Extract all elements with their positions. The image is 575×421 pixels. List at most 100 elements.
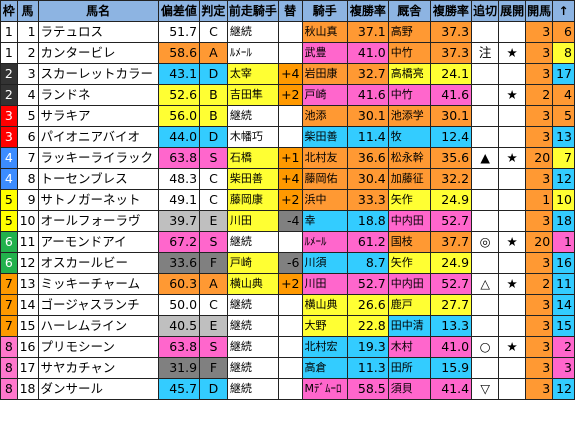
rank-cell: 10 — [552, 189, 575, 211]
horse-name-cell: アーモンドアイ — [37, 231, 159, 253]
horse-number-cell: 15 — [16, 315, 39, 337]
pace-cell — [498, 252, 527, 274]
stable-cell: 松永幹 — [387, 147, 431, 169]
horse-number-cell: 11 — [16, 231, 39, 253]
horse-number-cell: 4 — [16, 84, 39, 106]
workout-cell — [471, 126, 500, 148]
waku-cell: 2 — [0, 84, 18, 106]
waku-cell: 6 — [0, 231, 18, 253]
jockey-cell: 横山典 — [301, 294, 349, 316]
stable-rate-cell: 35.6 — [429, 147, 473, 169]
jockey-rate-cell: 8.7 — [347, 252, 389, 274]
table-row: 3 6 パイオニアバイオ 44.0 D 木幡巧 柴田善 11.4 牧 12.4 3 13 — [0, 126, 575, 148]
jockey-rate-cell: 18.8 — [347, 210, 389, 232]
stable-rate-cell: 37.3 — [429, 21, 473, 43]
pace-cell — [498, 168, 527, 190]
jockey-cell: 大野 — [301, 315, 349, 337]
stable-cell: 田中清 — [387, 315, 431, 337]
stable-rate-cell: 52.7 — [429, 210, 473, 232]
horse-name-cell: サヤカチャン — [37, 357, 159, 379]
workout-cell — [471, 315, 500, 337]
horse-name-cell: オールフォーラヴ — [37, 210, 159, 232]
race-table: 枠馬馬名 偏差値 判定 前走騎手替騎手 複勝率 厩舎 複勝率 追切 展開 開馬 ↑ 1 1 ラテュロス 5… — [0, 0, 575, 400]
grade-cell: D — [199, 126, 228, 148]
rank-cell: 7 — [552, 147, 575, 169]
horse-number-cell: 2 — [16, 42, 39, 64]
odds-rank-cell: 3 — [525, 336, 554, 358]
deviation-cell: 31.9 — [157, 357, 201, 379]
odds-rank-cell: 3 — [525, 357, 554, 379]
waku-cell: 8 — [0, 378, 18, 400]
jockey-change-cell — [277, 378, 303, 400]
horse-name-cell: ゴージャスランチ — [37, 294, 159, 316]
pace-cell — [498, 189, 527, 211]
deviation-cell: 56.0 — [157, 105, 201, 127]
rank-cell: 8 — [552, 42, 575, 64]
rank-cell: 13 — [552, 126, 575, 148]
deviation-cell: 44.0 — [157, 126, 201, 148]
grade-cell: C — [199, 294, 228, 316]
stable-rate-cell: 37.7 — [429, 231, 473, 253]
stable-cell: 中内田 — [387, 210, 431, 232]
jockey-rate-cell: 37.1 — [347, 21, 389, 43]
odds-rank-cell: 3 — [525, 42, 554, 64]
rank-cell: 14 — [552, 294, 575, 316]
waku-cell: 3 — [0, 105, 18, 127]
jockey-cell: 岩田康 — [301, 63, 349, 85]
header-grade: 判定 — [199, 0, 228, 22]
rank-cell: 5 — [552, 105, 575, 127]
workout-cell — [471, 294, 500, 316]
deviation-cell: 40.5 — [157, 315, 201, 337]
horse-number-cell: 17 — [16, 357, 39, 379]
prev-jockey-cell: 継続 — [226, 105, 279, 127]
header-arrow: ↑ — [552, 0, 575, 22]
pace-cell — [498, 315, 527, 337]
waku-cell: 4 — [0, 168, 18, 190]
jockey-rate-cell: 52.7 — [347, 273, 389, 295]
horse-number-cell: 18 — [16, 378, 39, 400]
horse-name-cell: ラテュロス — [37, 21, 159, 43]
stable-cell: 矢作 — [387, 189, 431, 211]
horse-name-cell: カンタービレ — [37, 42, 159, 64]
grade-cell: F — [199, 357, 228, 379]
workout-cell: ○ — [471, 336, 500, 358]
stable-rate-cell: 37.3 — [429, 42, 473, 64]
jockey-cell: 藤岡佑 — [301, 168, 349, 190]
table-row: 1 1 ラテュロス 51.7 C 継続 秋山真 37.1 高野 37.3 3 6 — [0, 21, 575, 43]
waku-cell: 6 — [0, 252, 18, 274]
jockey-cell: 武豊 — [301, 42, 349, 64]
jockey-change-cell — [277, 42, 303, 64]
grade-cell: B — [199, 105, 228, 127]
header-workout: 追切 — [471, 0, 500, 22]
table-row: 7 15 ハーレムライン 40.5 E 継続 大野 22.8 田中清 13.3 3 15 — [0, 315, 575, 337]
stable-cell: 須貝 — [387, 378, 431, 400]
header-waku: 枠 — [0, 0, 18, 22]
stable-rate-cell: 41.4 — [429, 378, 473, 400]
deviation-cell: 52.6 — [157, 84, 201, 106]
jockey-change-cell: +1 — [277, 147, 303, 169]
jockey-cell: 川田 — [301, 273, 349, 295]
jockey-cell: 浜中 — [301, 189, 349, 211]
deviation-cell: 48.3 — [157, 168, 201, 190]
jockey-cell: 幸 — [301, 210, 349, 232]
table-row: 4 8 トーセンブレス 48.3 C 柴田善 +4 藤岡佑 30.4 加藤征 32.2 3 12 — [0, 168, 575, 190]
horse-name-cell: トーセンブレス — [37, 168, 159, 190]
prev-jockey-cell: 柴田善 — [226, 168, 279, 190]
header-pace: 展開 — [498, 0, 527, 22]
stable-rate-cell: 15.9 — [429, 357, 473, 379]
waku-cell: 3 — [0, 126, 18, 148]
stable-cell: 中竹 — [387, 84, 431, 106]
horse-name-cell: プリモシーン — [37, 336, 159, 358]
pace-cell — [498, 126, 527, 148]
jockey-change-cell: -6 — [277, 252, 303, 274]
horse-number-cell: 1 — [16, 21, 39, 43]
workout-cell: 注 — [471, 42, 500, 64]
jockey-change-cell — [277, 315, 303, 337]
waku-cell: 7 — [0, 294, 18, 316]
stable-cell: 加藤征 — [387, 168, 431, 190]
pace-cell: ★ — [498, 336, 527, 358]
pace-cell: ★ — [498, 42, 527, 64]
jockey-cell: 北村宏 — [301, 336, 349, 358]
stable-cell: 鹿戸 — [387, 294, 431, 316]
horse-name-cell: ミッキーチャーム — [37, 273, 159, 295]
